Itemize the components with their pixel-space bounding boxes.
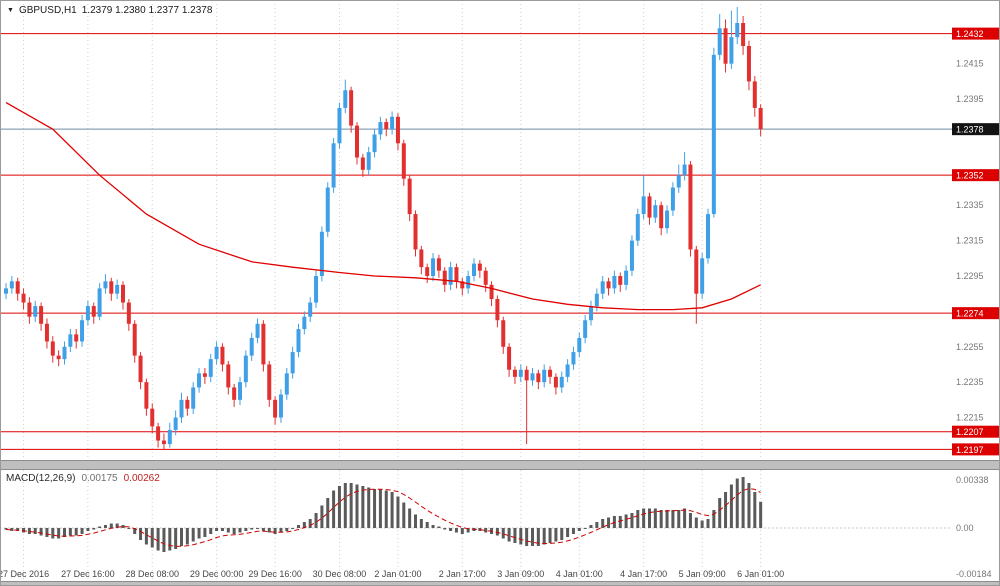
bottom-strip (0, 582, 1000, 586)
price-tick-label: 1.2255 (956, 342, 984, 352)
price-tick-label: 1.2215 (956, 413, 984, 423)
panel-splitter[interactable] (0, 460, 1000, 470)
grid-layer (23, 0, 762, 580)
price-tick-label: 1.2235 (956, 377, 984, 387)
current-price-badge (952, 123, 1000, 136)
time-axis-label: 3 Jan 09:00 (497, 569, 544, 579)
moving-average-line (5, 102, 761, 311)
time-axis-label: 27 Dec 2016 (0, 569, 49, 579)
macd-scale-label: 0.00 (956, 523, 974, 533)
time-axis-label: 30 Dec 08:00 (313, 569, 367, 579)
time-axis-label: 27 Dec 16:00 (61, 569, 115, 579)
price-tick-label: 1.2395 (956, 94, 984, 104)
price-tick-label: 1.2295 (956, 271, 984, 281)
current-price-badge-text: 1.2378 (956, 125, 984, 135)
time-axis-label: 29 Dec 00:00 (190, 569, 244, 579)
level-lines (0, 33, 952, 450)
level-badge-text: 1.2352 (956, 171, 984, 181)
time-axis-label: 28 Dec 08:00 (125, 569, 179, 579)
level-badge (952, 443, 1000, 456)
macd-scale-label: -0.00184 (956, 569, 992, 579)
level-badge-text: 1.2207 (956, 427, 984, 437)
price-tick-label: 1.2335 (956, 200, 984, 210)
time-axis[interactable]: 27 Dec 2016 27 Dec 16:00 28 Dec 08:00 29 De… (0, 569, 784, 579)
level-badge (952, 425, 1000, 438)
price-tick-label: 1.2415 (956, 59, 984, 69)
macd-histogram (4, 477, 763, 552)
price-tick-label: 1.2315 (956, 236, 984, 246)
time-axis-label: 2 Jan 17:00 (439, 569, 486, 579)
time-axis-label: 2 Jan 01:00 (374, 569, 421, 579)
macd-scale-label: 0.00338 (956, 475, 989, 485)
level-badge-text: 1.2197 (956, 445, 984, 455)
level-badge (952, 169, 1000, 182)
time-axis-label: 4 Jan 01:00 (556, 569, 603, 579)
level-badge (952, 307, 1000, 320)
macd-signal-line (5, 488, 761, 547)
time-axis-label: 5 Jan 09:00 (679, 569, 726, 579)
time-axis-label: 6 Jan 01:00 (737, 569, 784, 579)
level-badge-text: 1.2274 (956, 309, 984, 319)
candles-layer (4, 7, 763, 450)
price-scale[interactable]: 1.2415 1.2395 1.2335 1.2315 1.2295 1.2255 1.22… (952, 27, 1000, 456)
time-axis-label: 29 Dec 16:00 (248, 569, 302, 579)
level-badge (952, 27, 1000, 40)
time-axis-label: 4 Jan 17:00 (620, 569, 667, 579)
level-badge-text: 1.2432 (956, 29, 984, 39)
